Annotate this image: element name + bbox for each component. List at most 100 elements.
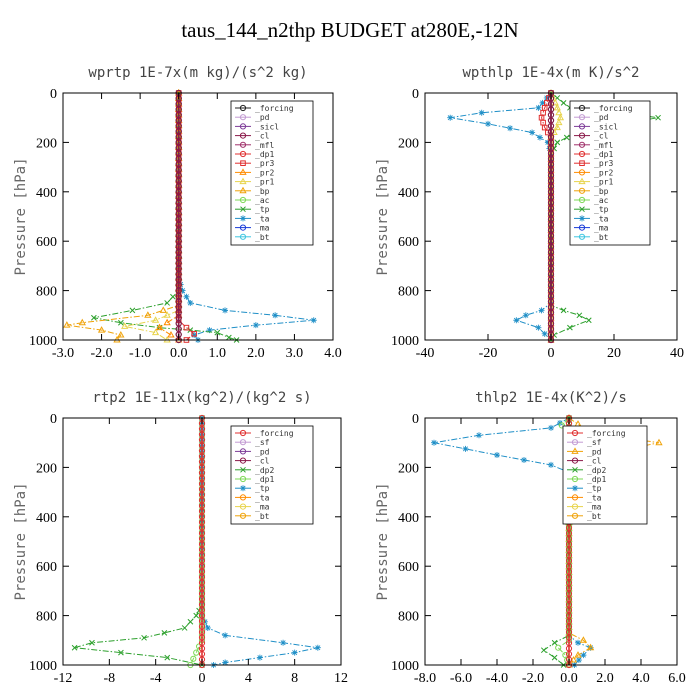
data-point-marker: [655, 114, 661, 121]
data-point-marker: [555, 644, 562, 651]
legend-label: _mfl: [255, 141, 274, 150]
y-tick-label: 400: [398, 511, 419, 526]
data-point-marker: [521, 456, 527, 463]
legend-label: _sicl: [594, 122, 618, 131]
y-tick-label: 400: [398, 186, 419, 201]
series-line: [74, 418, 203, 666]
data-point-marker: [539, 99, 546, 106]
legend-label: _dp1: [587, 475, 606, 484]
data-point-marker: [567, 324, 573, 331]
data-point-marker: [63, 321, 71, 328]
x-tick-label: 6.0: [668, 671, 686, 686]
panel-title: thlp2 1E-4x(K^2)/s: [475, 390, 627, 406]
data-point-marker: [560, 307, 567, 314]
data-point-marker: [141, 634, 147, 641]
data-point-marker: [513, 317, 520, 324]
legend-label: _tp: [255, 205, 270, 214]
y-tick-label: 600: [36, 560, 57, 575]
legend-marker: [578, 114, 586, 121]
legend-label: _forcing: [255, 104, 294, 113]
x-tick-label: -40: [416, 346, 435, 361]
data-point-marker: [447, 114, 454, 121]
x-tick-label: -2.0: [522, 671, 544, 686]
legend: _forcing_sf_pd_cl_dp2_dp1_tp_ta_ma_bt: [230, 425, 314, 525]
data-point-marker: [580, 652, 587, 659]
legend-marker: [239, 150, 247, 158]
data-point-marker: [574, 651, 582, 658]
data-point-marker: [575, 657, 582, 664]
data-point-marker: [551, 98, 559, 106]
legend-marker: [240, 215, 246, 222]
data-point-marker: [541, 330, 548, 337]
data-point-marker: [163, 318, 171, 326]
legend-marker: [571, 439, 579, 446]
y-tick-label: 1000: [29, 334, 57, 349]
y-tick-label: 0: [50, 412, 57, 427]
data-point-marker: [586, 643, 595, 651]
data-point-marker: [118, 319, 124, 326]
panel-title: wprtp 1E-7x(m kg)/(s^2 kg): [88, 65, 307, 81]
y-tick-label: 800: [398, 285, 419, 300]
panel-3: rtp2 1E-11x(kg^2)/(kg^2 s) Pressure [hPa]…: [13, 390, 348, 686]
data-point-marker: [163, 311, 171, 318]
x-tick-label: 2.0: [247, 346, 265, 361]
y-tick-label: 0: [50, 87, 57, 102]
data-point-marker: [164, 300, 170, 306]
series-tp: [91, 90, 240, 343]
legend-marker: [579, 206, 585, 213]
data-point-marker: [550, 128, 558, 136]
legend-label: _dp2: [255, 466, 274, 475]
legend-label: _pr1: [255, 178, 274, 187]
legend-label: _tp: [587, 484, 602, 493]
data-point-marker: [310, 317, 317, 324]
y-tick-label: 0: [412, 412, 419, 427]
legend-label: _bt: [255, 233, 270, 242]
legend-label: _mfl: [594, 141, 613, 150]
legend-marker: [240, 485, 246, 492]
data-point-marker: [548, 461, 554, 468]
series-forcing: [198, 414, 206, 669]
legend-marker: [571, 429, 579, 437]
data-point-marker: [579, 636, 588, 643]
data-point-marker: [91, 314, 97, 321]
legend-label: _sicl: [255, 122, 279, 131]
data-point-marker: [541, 124, 548, 131]
legend-label: _bp: [255, 187, 270, 196]
data-point-marker: [462, 445, 469, 452]
x-tick-label: -6.0: [450, 671, 472, 686]
data-point-marker: [272, 312, 279, 319]
data-point-marker: [191, 332, 198, 339]
legend-marker: [578, 104, 586, 112]
legend-label: _bt: [594, 233, 609, 242]
legend-marker: [239, 186, 247, 194]
data-point-marker: [540, 647, 547, 654]
x-tick-label: -12: [54, 671, 73, 686]
legend-marker: [571, 447, 579, 454]
data-point-marker: [574, 420, 582, 427]
legend-marker: [239, 177, 247, 185]
data-point-marker: [476, 432, 482, 439]
y-tick-label: 600: [398, 560, 419, 575]
legend-label: _dp2: [587, 466, 606, 475]
data-point-marker: [71, 644, 78, 651]
legend-label: _ma: [594, 224, 609, 233]
data-point-marker: [536, 134, 543, 141]
data-point-marker: [151, 328, 160, 336]
y-tick-label: 400: [36, 511, 57, 526]
data-point-marker: [529, 129, 536, 136]
legend-label: _dp1: [255, 150, 274, 159]
legend: _forcing_sf_pd_cl_dp2_dp1_tp_ta_ma_bt: [562, 425, 648, 525]
legend-label: _pd: [255, 113, 270, 122]
data-point-marker: [544, 139, 551, 146]
x-tick-label: 0: [199, 671, 206, 686]
data-point-marker: [252, 322, 259, 329]
panel-1: wprtp 1E-7x(m kg)/(s^2 kg) Pressure [hPa]…: [13, 65, 342, 361]
data-point-marker: [190, 655, 197, 662]
data-point-marker: [167, 331, 175, 338]
legend-label: _ma: [255, 224, 270, 233]
data-point-marker: [291, 649, 298, 656]
legend-label: _pd: [587, 447, 602, 456]
data-point-marker: [193, 649, 200, 656]
data-point-marker: [556, 113, 565, 121]
legend-marker: [571, 494, 579, 501]
